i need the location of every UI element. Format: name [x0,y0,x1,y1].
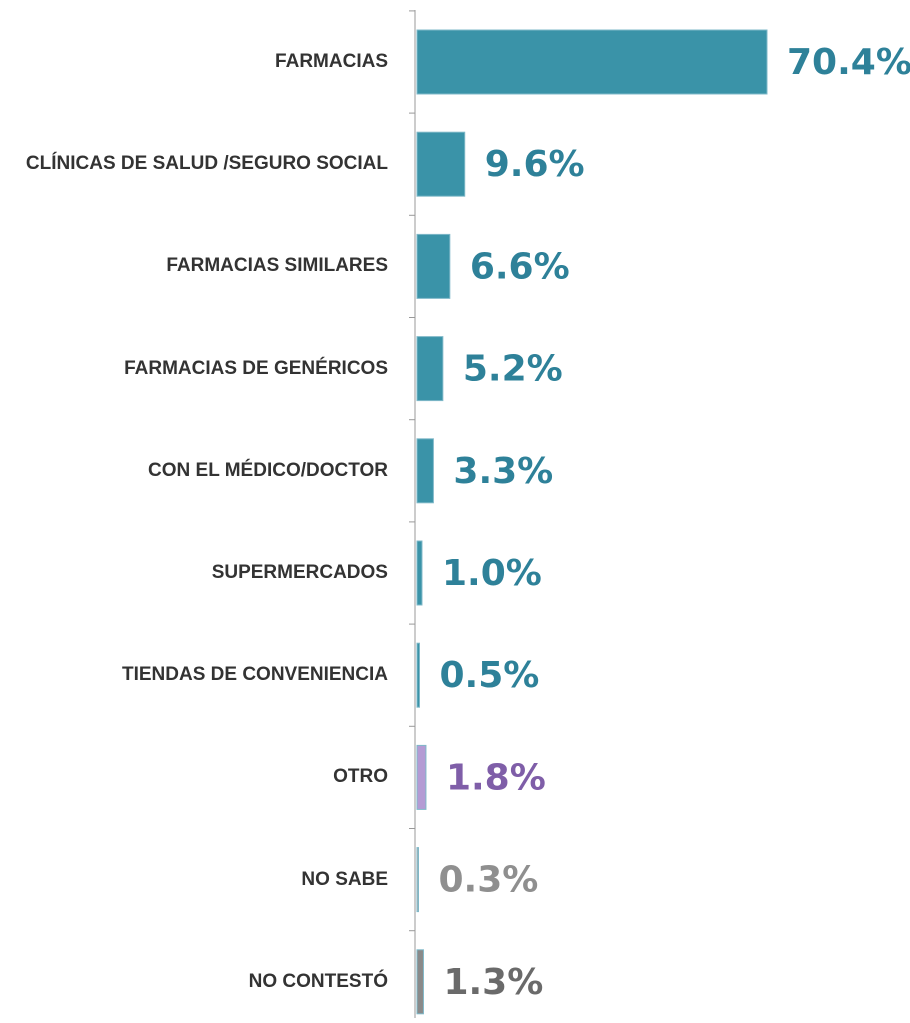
category-label: TIENDAS DE CONVENIENCIA [121,664,388,686]
value-label: 1.8% [446,757,546,798]
bar [416,438,434,504]
value-label: 70.4% [787,42,910,83]
category-label: CON EL MÉDICO/DOCTOR [148,459,388,481]
bar [416,540,423,606]
value-label: 5.2% [463,349,563,390]
bar [416,744,427,810]
category-label: NO SABE [301,868,388,890]
category-label: OTRO [333,766,388,788]
bar [416,847,419,913]
value-label: 0.5% [439,655,539,696]
value-label: 1.3% [443,962,543,1003]
value-label: 6.6% [470,246,570,287]
bar [416,29,768,95]
value-label: 9.6% [485,144,585,185]
bar [416,131,466,197]
bar [416,949,424,1015]
category-label: CLÍNICAS DE SALUD /SEGURO SOCIAL [25,153,388,175]
category-label: FARMACIAS [275,51,388,72]
bar [416,233,451,299]
category-label: FARMACIAS SIMILARES [166,255,388,277]
value-label: 3.3% [453,451,553,492]
category-label: NO CONTESTÓ [248,970,388,992]
category-label: FARMACIAS DE GENÉRICOS [124,357,388,379]
bar [416,642,420,708]
value-label: 1.0% [442,553,542,594]
category-label: SUPERMERCADOS [211,562,388,583]
value-label: 0.3% [438,860,538,901]
bar [416,336,444,402]
